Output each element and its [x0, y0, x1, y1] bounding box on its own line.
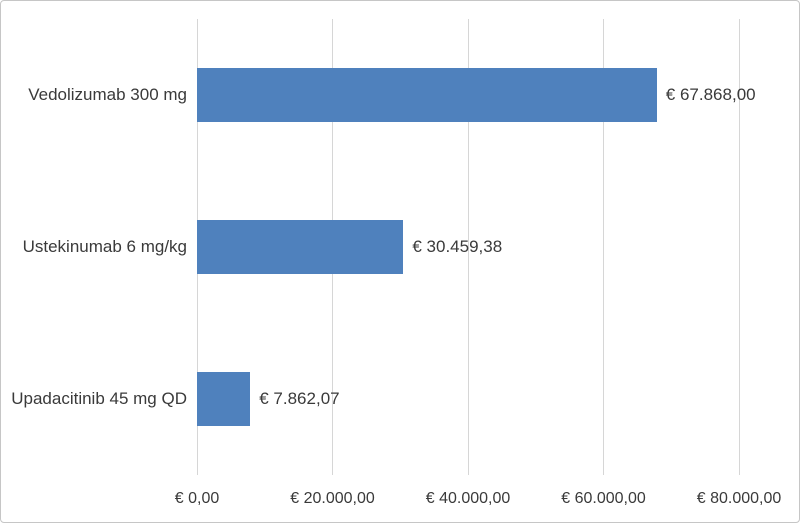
bar-upadacitinib-45-mg-qd — [197, 372, 251, 426]
value-label: € 30.459,38 — [412, 237, 503, 256]
x-tick-label: € 60.000,00 — [561, 490, 646, 507]
category-label: Ustekinumab 6 mg/kg — [22, 237, 187, 256]
gridline — [738, 19, 740, 475]
value-label: € 67.868,00 — [665, 85, 756, 104]
value-label: € 7.862,07 — [259, 389, 340, 408]
gridline — [603, 19, 604, 475]
x-tick-label: € 80.000,00 — [696, 490, 782, 507]
category-label: Vedolizumab 300 mg — [28, 85, 187, 104]
x-tick-label: € 20.000,00 — [290, 490, 375, 507]
bar-vedolizumab-300-mg — [197, 68, 657, 122]
category-label: Upadacitinib 45 mg QD — [11, 389, 187, 408]
x-tick-label: € 0,00 — [174, 490, 220, 507]
x-tick-label: € 40.000,00 — [425, 490, 511, 507]
bar-ustekinumab-6-mg-kg — [197, 220, 404, 274]
gridline — [467, 19, 469, 475]
